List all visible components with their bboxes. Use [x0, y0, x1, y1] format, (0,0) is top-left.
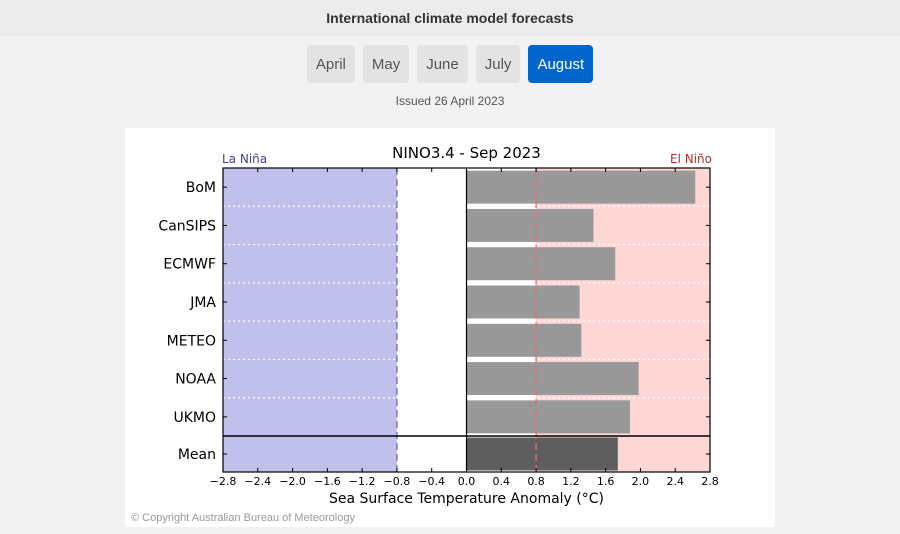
y-tick-label: METEO	[167, 333, 216, 349]
x-tick-label: −2.0	[279, 475, 306, 488]
copyright-text: © Copyright Australian Bureau of Meteoro…	[131, 512, 355, 524]
page-title: International climate model forecasts	[326, 10, 574, 26]
model-bar	[466, 400, 630, 434]
x-tick-label: 0.8	[527, 475, 545, 488]
month-tab-may[interactable]: May	[362, 45, 410, 83]
y-tick-label: CanSIPS	[158, 218, 216, 234]
el-nino-label: El Niño	[670, 152, 712, 166]
y-tick-label: BoM	[186, 180, 216, 196]
x-tick-label: 2.8	[701, 475, 719, 488]
model-bar	[466, 285, 580, 319]
model-bar	[466, 362, 639, 396]
x-tick-label: −0.4	[418, 475, 445, 488]
x-tick-label: 2.4	[666, 475, 684, 488]
issued-date: Issued 26 April 2023	[395, 94, 505, 108]
model-bar	[466, 247, 616, 281]
x-tick-label: 0.0	[458, 475, 476, 488]
mean-bar	[466, 437, 618, 471]
nino-chart: BoMCanSIPSECMWFJMAMETEONOAAUKMOMean−2.8−…	[158, 144, 719, 507]
la-nina-band	[223, 168, 397, 472]
month-tab-june[interactable]: June	[417, 45, 468, 83]
chart-panel: BoM CanSIPS ECMWF JMA METEO NOAA UKMO Mean −2.8−…	[125, 128, 775, 527]
x-tick-label: 2.0	[632, 475, 650, 488]
y-tick-label: NOAA	[175, 372, 216, 388]
x-tick-label: −1.6	[314, 475, 341, 488]
y-tick-label: UKMO	[173, 410, 216, 426]
y-tick-label: ECMWF	[163, 257, 216, 273]
x-tick-label: 1.6	[597, 475, 615, 488]
month-tabs: April May June July August	[0, 45, 900, 83]
model-bar	[466, 323, 582, 357]
x-tick-label: −2.8	[210, 475, 237, 488]
la-nina-label: La Niña	[222, 152, 267, 166]
chart-title: NINO3.4 - Sep 2023	[392, 144, 541, 162]
y-tick-label: Mean	[178, 447, 216, 463]
y-tick-label: JMA	[189, 295, 216, 311]
x-axis-label: Sea Surface Temperature Anomaly (°C)	[329, 491, 604, 507]
x-tick-label: 1.2	[562, 475, 580, 488]
header-bar: International climate model forecasts	[0, 0, 900, 36]
month-tab-july[interactable]: July	[475, 45, 521, 83]
x-tick-label: 0.4	[493, 475, 511, 488]
x-tick-label: −1.2	[349, 475, 376, 488]
x-tick-label: −0.8	[384, 475, 411, 488]
month-tab-april[interactable]: April	[306, 45, 355, 83]
model-bar	[466, 208, 594, 242]
month-tab-august[interactable]: August	[528, 45, 594, 83]
model-bar	[466, 170, 696, 204]
x-tick-label: −2.4	[244, 475, 271, 488]
